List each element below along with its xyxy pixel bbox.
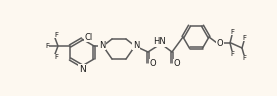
Text: O: O xyxy=(217,39,223,48)
Text: Cl: Cl xyxy=(85,33,93,41)
Text: N: N xyxy=(133,41,139,50)
Text: N: N xyxy=(99,41,105,50)
Text: HN: HN xyxy=(154,38,166,46)
Text: F: F xyxy=(54,32,58,38)
Text: F: F xyxy=(54,54,58,60)
Text: F: F xyxy=(242,55,246,61)
Text: F: F xyxy=(242,35,246,41)
Text: O: O xyxy=(150,60,156,69)
Text: F: F xyxy=(45,43,49,49)
Text: N: N xyxy=(79,65,85,74)
Text: F: F xyxy=(230,51,234,57)
Text: O: O xyxy=(174,60,180,69)
Text: F: F xyxy=(230,29,234,35)
